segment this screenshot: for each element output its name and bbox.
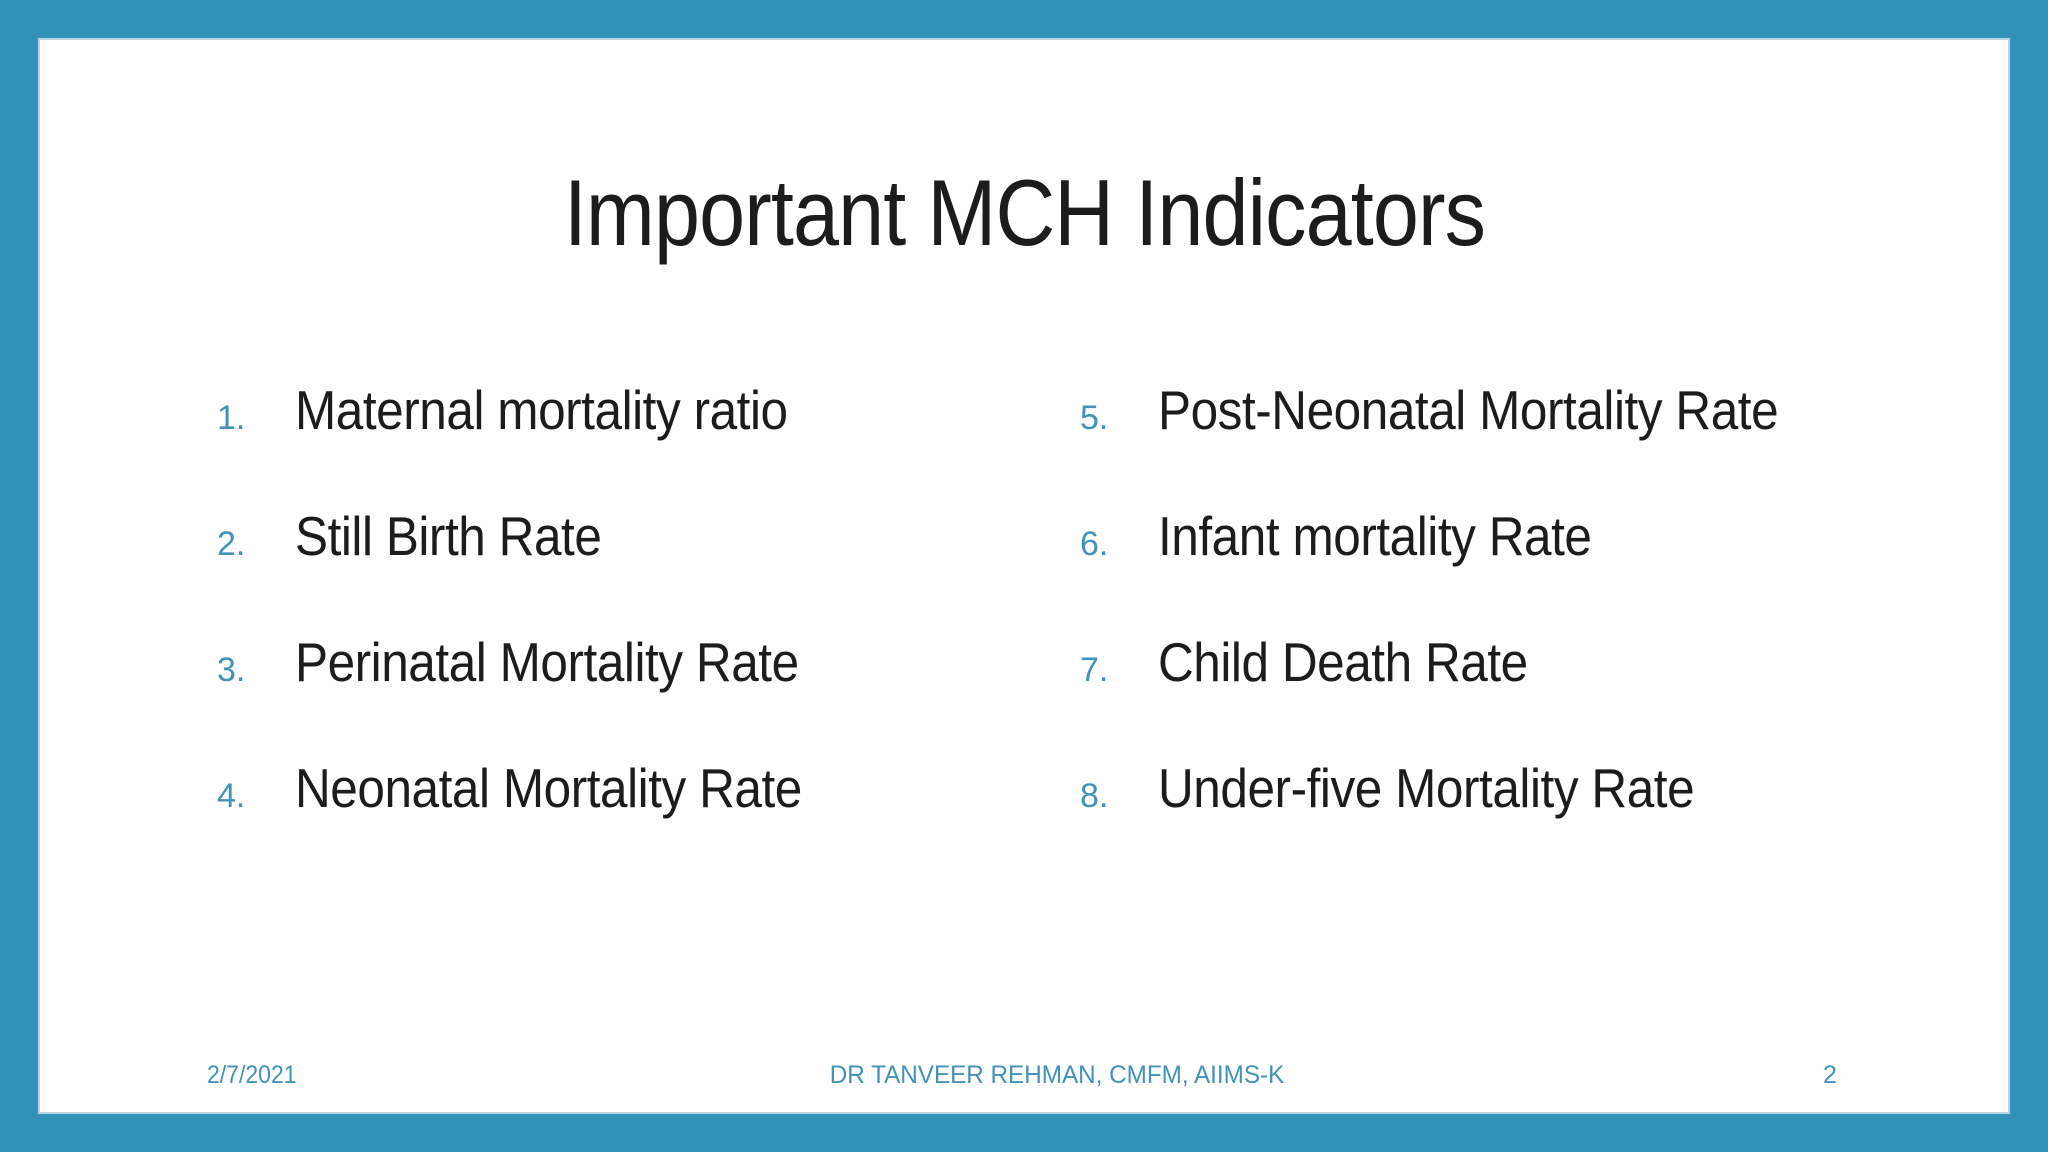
- slide-content: Important MCH Indicators 1. Maternal mor…: [38, 38, 2010, 1114]
- footer-page-number: 2: [1823, 1061, 1837, 1089]
- list-item: 6. Infant mortality Rate: [1080, 509, 1847, 564]
- item-number: 7.: [1080, 651, 1109, 689]
- list-item: 5. Post-Neonatal Mortality Rate: [1080, 383, 1847, 438]
- list-item: 7. Child Death Rate: [1080, 635, 1847, 690]
- list-item: 1. Maternal mortality ratio: [217, 383, 858, 438]
- slide-title-text: Important MCH Indicators: [563, 160, 1485, 265]
- item-label: Child Death Rate: [1158, 631, 1528, 693]
- item-number: 2.: [217, 525, 246, 563]
- item-number: 4.: [217, 777, 246, 815]
- item-label: Under-five Mortality Rate: [1158, 757, 1695, 819]
- item-label: Neonatal Mortality Rate: [295, 757, 802, 819]
- slide-title: Important MCH Indicators: [38, 166, 2010, 260]
- item-number: 5.: [1080, 399, 1109, 437]
- item-label: Still Birth Rate: [295, 505, 602, 567]
- item-number: 3.: [217, 651, 246, 689]
- footer-date: 2/7/2021: [207, 1061, 297, 1089]
- item-label: Infant mortality Rate: [1158, 505, 1592, 567]
- item-label: Perinatal Mortality Rate: [295, 631, 799, 693]
- bullet-list-right: 5. Post-Neonatal Mortality Rate 6. Infan…: [1080, 383, 1847, 887]
- item-label: Post-Neonatal Mortality Rate: [1158, 379, 1779, 441]
- list-item: 8. Under-five Mortality Rate: [1080, 761, 1847, 816]
- slide-footer: 2/7/2021 DR TANVEER REHMAN, CMFM, AIIMS-…: [38, 1063, 2010, 1103]
- item-number: 6.: [1080, 525, 1109, 563]
- list-item: 2. Still Birth Rate: [217, 509, 858, 564]
- item-number: 1.: [217, 399, 246, 437]
- footer-credit: DR TANVEER REHMAN, CMFM, AIIMS-K: [829, 1061, 1285, 1089]
- bullet-list-left: 1. Maternal mortality ratio 2. Still Bir…: [217, 383, 858, 887]
- item-label: Maternal mortality ratio: [295, 379, 788, 441]
- list-item: 3. Perinatal Mortality Rate: [217, 635, 858, 690]
- list-item: 4. Neonatal Mortality Rate: [217, 761, 858, 816]
- item-number: 8.: [1080, 777, 1109, 815]
